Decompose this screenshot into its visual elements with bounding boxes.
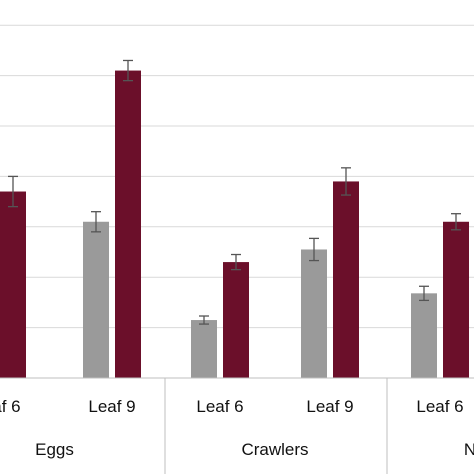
category-axis	[0, 377, 474, 474]
category-tick-label: Leaf 9	[88, 397, 135, 416]
bar	[0, 191, 26, 378]
bar	[115, 70, 141, 378]
group-label: N	[464, 440, 474, 459]
bar	[301, 249, 327, 378]
category-tick-label: Leaf 6	[416, 397, 463, 416]
category-labels: Leaf 6 Leaf 9 Eggs Leaf 6 Leaf 9 Crawlers Leaf…	[0, 397, 474, 459]
bar	[223, 262, 249, 378]
bar	[443, 221, 469, 378]
bar	[411, 293, 437, 378]
group-label: Eggs	[35, 440, 74, 459]
category-tick-label: Leaf 9	[306, 397, 353, 416]
category-tick-label: Leaf 6	[0, 397, 21, 416]
bars	[0, 59, 469, 378]
bar	[333, 181, 359, 378]
gridlines	[0, 24, 474, 329]
category-tick-label: Leaf 6	[196, 397, 243, 416]
bar	[83, 221, 109, 378]
bar	[191, 320, 217, 378]
group-label: Crawlers	[241, 440, 308, 459]
